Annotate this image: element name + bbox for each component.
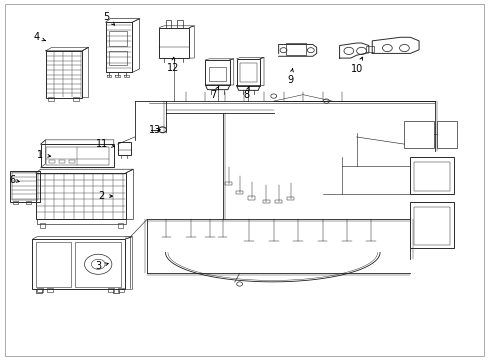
Bar <box>10 171 40 202</box>
Bar <box>13 201 18 204</box>
Bar <box>409 202 453 248</box>
Text: 3: 3 <box>96 261 108 271</box>
Bar <box>69 160 75 163</box>
Text: 12: 12 <box>166 57 179 73</box>
Bar <box>37 219 126 224</box>
Bar <box>409 157 453 194</box>
Bar <box>36 242 71 287</box>
Bar <box>26 201 31 204</box>
Bar <box>73 97 79 101</box>
Bar <box>32 239 125 289</box>
Bar <box>75 242 121 287</box>
Bar <box>41 144 114 167</box>
Text: 2: 2 <box>98 191 112 201</box>
Bar <box>239 63 257 82</box>
Bar <box>287 197 294 201</box>
Bar <box>205 60 229 85</box>
Text: 9: 9 <box>287 69 293 85</box>
Bar <box>165 20 171 28</box>
Bar <box>275 200 282 203</box>
Text: 6: 6 <box>9 175 19 185</box>
Bar <box>118 142 131 155</box>
Bar <box>225 182 232 185</box>
Bar <box>118 288 123 292</box>
Bar <box>436 121 456 148</box>
Bar <box>177 20 183 28</box>
Bar <box>236 191 243 194</box>
Bar <box>47 288 53 292</box>
Text: 5: 5 <box>103 12 114 25</box>
Bar <box>37 288 43 292</box>
Text: 7: 7 <box>210 87 218 100</box>
Text: 11: 11 <box>96 139 114 149</box>
Text: 8: 8 <box>243 87 249 100</box>
Bar <box>45 51 82 98</box>
Bar <box>118 223 122 228</box>
Bar <box>109 51 127 65</box>
Bar <box>108 288 114 292</box>
Bar <box>109 31 127 45</box>
Bar <box>48 97 54 101</box>
Bar <box>404 121 433 148</box>
Bar <box>263 200 269 203</box>
Text: 4: 4 <box>34 32 45 42</box>
Bar <box>248 196 255 200</box>
Bar <box>366 46 373 51</box>
Text: 1: 1 <box>37 150 50 160</box>
Bar <box>286 42 305 55</box>
Bar <box>236 59 260 86</box>
Text: 13: 13 <box>149 125 162 135</box>
Bar <box>49 160 55 163</box>
Bar <box>12 172 38 201</box>
Text: 10: 10 <box>350 57 362 74</box>
Bar <box>413 207 449 245</box>
Bar <box>36 173 126 220</box>
Bar <box>413 162 449 192</box>
Bar <box>45 147 109 165</box>
Bar <box>159 28 189 58</box>
Bar <box>40 223 44 228</box>
Bar <box>59 160 65 163</box>
Bar <box>208 67 226 81</box>
